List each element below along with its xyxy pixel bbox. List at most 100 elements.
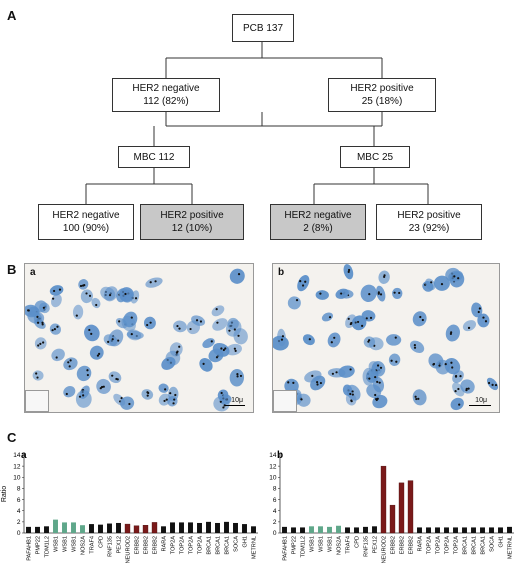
- signal-dot: [292, 381, 295, 384]
- signal-dot: [164, 388, 167, 391]
- signal-dot: [134, 297, 138, 300]
- x-tick-label: ERBB2: [144, 536, 150, 554]
- bar: [26, 526, 31, 533]
- signal-dot: [413, 344, 416, 347]
- cell-nucleus: [486, 377, 499, 391]
- bar: [179, 522, 184, 533]
- bar: [453, 527, 458, 533]
- signal-dot: [51, 329, 54, 332]
- signal-dot: [108, 294, 112, 297]
- signal-dot: [287, 381, 290, 384]
- signal-dot: [39, 342, 42, 345]
- cell-nucleus: [145, 277, 163, 288]
- signal-dot: [330, 341, 333, 344]
- signal-dot: [237, 273, 241, 276]
- x-tick-label: TRAF4: [346, 536, 352, 554]
- x-tick-label: CPD: [99, 536, 105, 548]
- bar: [206, 521, 211, 533]
- x-tick-label: WSB1: [310, 536, 316, 552]
- bar: [197, 522, 202, 533]
- cell-nucleus: [297, 275, 310, 292]
- cell-nucleus: [34, 300, 48, 313]
- signal-dot: [369, 316, 373, 319]
- x-tick-label: PAFAHB1: [283, 536, 289, 561]
- signal-dot: [394, 336, 397, 339]
- x-tick-label: BRCA1: [207, 536, 213, 555]
- signal-dot: [90, 332, 93, 335]
- flow-leaf3-label: HER2 negative: [284, 210, 352, 221]
- micrograph-b-inset: [273, 390, 297, 412]
- cell-group: [25, 268, 248, 412]
- x-tick-label: PMP22: [292, 536, 298, 554]
- micrograph-a-inset: [25, 390, 49, 412]
- y-tick-label: 2: [273, 519, 277, 526]
- bar: [398, 482, 405, 534]
- flow-leaf1-label: HER2 negative: [52, 210, 120, 221]
- signal-dot: [222, 348, 225, 352]
- signal-dot: [349, 392, 352, 396]
- bar: [233, 522, 238, 533]
- bar: [380, 465, 387, 534]
- bar-chart-b: bRatio02468101214PAFAHB1PMP22TDM1L2WSB1W…: [262, 450, 514, 563]
- signal-dot: [316, 383, 319, 386]
- signal-dot: [457, 387, 460, 391]
- cell-nucleus: [448, 270, 463, 282]
- signal-dot: [53, 328, 56, 331]
- signal-dot: [36, 321, 40, 324]
- bar: [444, 527, 449, 533]
- signal-dot: [351, 393, 354, 396]
- x-tick-label: WSB1: [63, 536, 69, 552]
- bar: [142, 524, 149, 534]
- signal-dot: [478, 307, 481, 310]
- signal-dot: [350, 321, 353, 325]
- signal-dot: [118, 320, 121, 323]
- x-tick-label: RARA: [162, 536, 168, 552]
- signal-dot: [130, 333, 133, 336]
- flow-box-leaf-her2-negative-100: HER2 negative 100 (90%): [38, 204, 134, 240]
- flow-mbc112-title: MBC 112: [133, 151, 175, 163]
- signal-dot: [365, 317, 368, 320]
- signal-dot: [319, 381, 323, 385]
- cell-nucleus: [346, 384, 361, 401]
- signal-dot: [413, 346, 417, 349]
- cell-nucleus: [229, 368, 245, 387]
- signal-dot: [383, 275, 386, 279]
- signal-dot: [228, 329, 231, 332]
- flow-box-mbc112: MBC 112: [118, 146, 190, 168]
- cell-nucleus: [345, 314, 357, 329]
- signal-dot: [68, 365, 71, 368]
- bar: [170, 522, 175, 533]
- bar: [345, 527, 350, 533]
- flow-leaf3-count: 2 (8%): [303, 223, 333, 234]
- flow-her2-negative-label: HER2 negative: [132, 83, 200, 94]
- micrograph-b-letter: b: [278, 267, 285, 278]
- signal-dot: [234, 349, 237, 352]
- y-tick-label: 2: [17, 519, 21, 526]
- bar: [291, 527, 296, 533]
- flow-box-leaf-her2-positive-12: HER2 positive 12 (10%): [140, 204, 244, 240]
- panel-letter-a: A: [7, 8, 17, 23]
- signal-dot: [467, 387, 470, 390]
- signal-dot: [120, 396, 123, 400]
- x-tick-label: ERBB2: [153, 536, 159, 554]
- signal-dot: [432, 362, 436, 366]
- cell-nucleus: [213, 396, 230, 412]
- panel-letter-b: B: [7, 262, 17, 277]
- cell-nucleus: [75, 390, 92, 408]
- bar: [151, 522, 158, 534]
- x-tick-label: TDM1L2: [45, 536, 51, 557]
- signal-dot: [374, 393, 377, 397]
- x-tick-label: RARA: [418, 536, 424, 552]
- cell-nucleus: [126, 330, 144, 340]
- cell-nucleus: [173, 320, 187, 333]
- signal-dot: [311, 374, 314, 378]
- cell-nucleus: [123, 311, 138, 328]
- cell-nucleus: [450, 397, 464, 411]
- signal-dot: [376, 397, 379, 400]
- cell-nucleus: [225, 319, 242, 337]
- signal-dot: [349, 368, 352, 371]
- signal-dot: [116, 378, 119, 381]
- signal-dot: [368, 292, 371, 296]
- cell-nucleus: [277, 328, 286, 347]
- signal-dot: [299, 279, 302, 283]
